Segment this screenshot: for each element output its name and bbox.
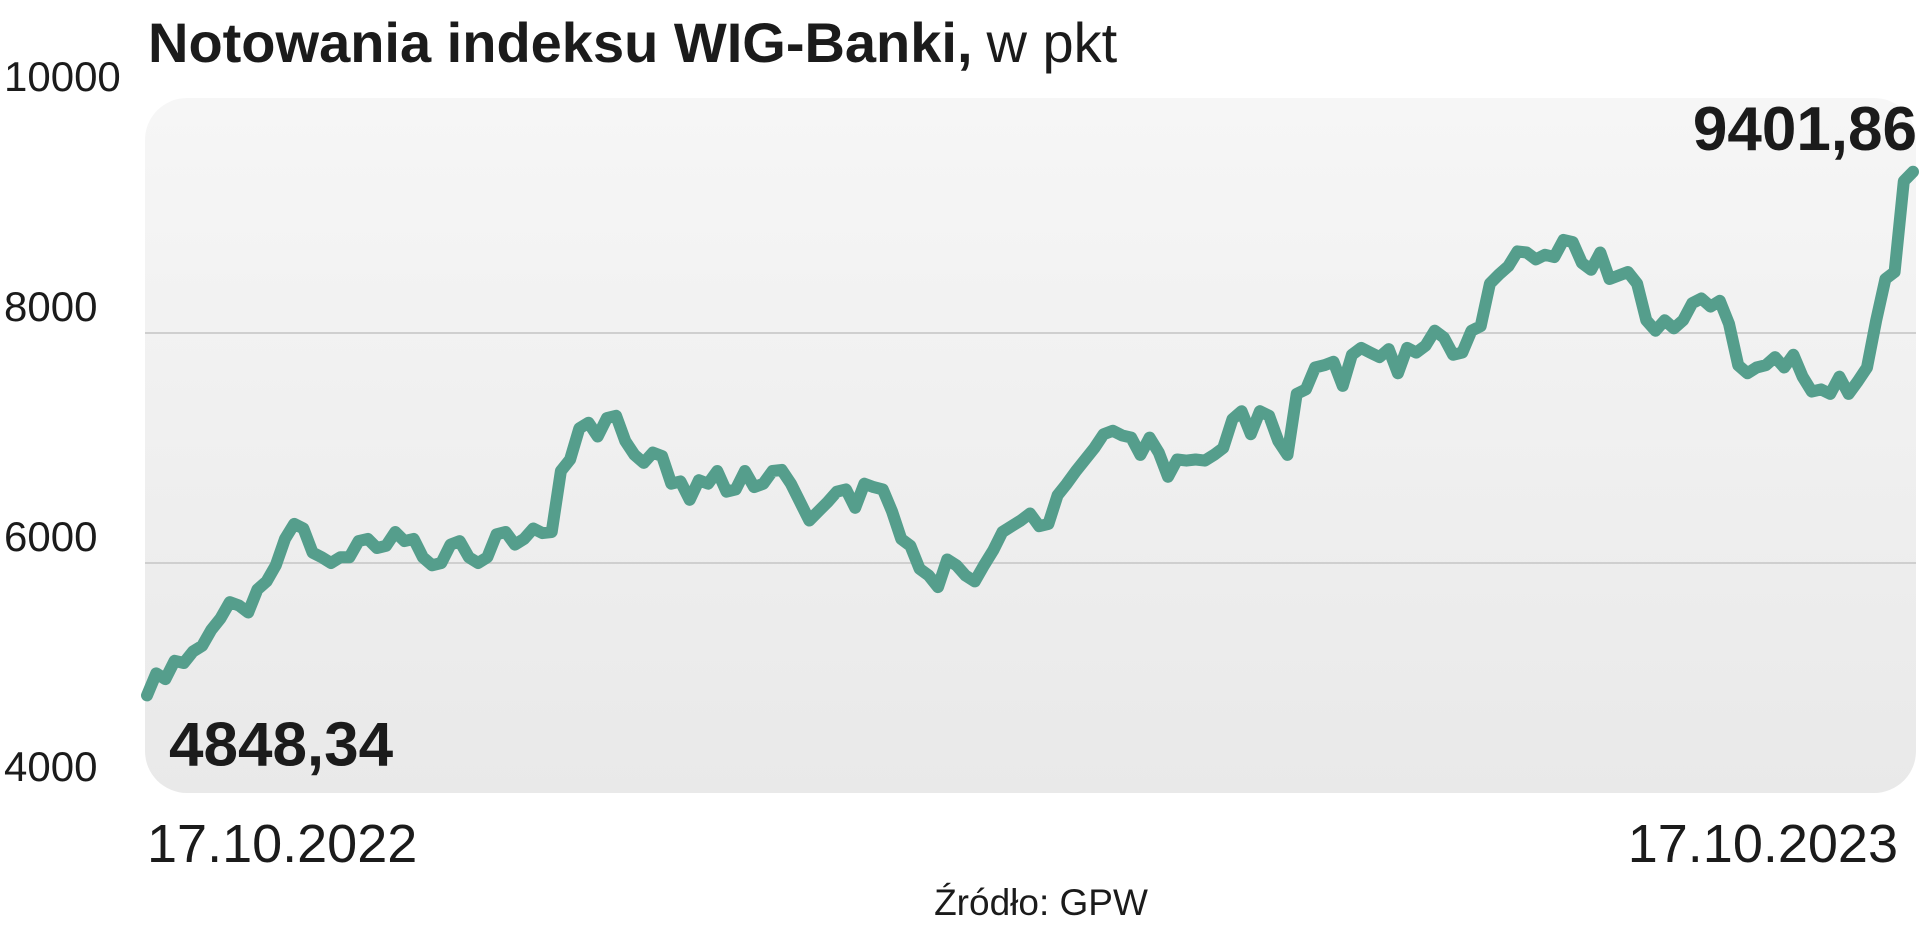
x-tick-label: 17.10.2023 [1628, 814, 1898, 874]
y-tick-label: 8000 [4, 283, 97, 330]
value-label: 4848,34 [169, 710, 394, 779]
y-tick-label: 6000 [4, 513, 97, 560]
y-tick-label: 4000 [4, 743, 97, 790]
chart-title: Notowania indeksu WIG-Banki, w pkt [148, 11, 1118, 74]
data-line [141, 165, 1919, 702]
title-unit: w pkt [986, 11, 1118, 74]
plot-area [145, 98, 1916, 793]
source: Źródło: GPW [934, 882, 1148, 923]
title-main: Notowania indeksu WIG-Banki, [148, 11, 973, 74]
x-tick-label: 17.10.2022 [147, 814, 417, 874]
value-label: 9401,86 [1693, 95, 1917, 164]
y-tick-label: 10000 [4, 53, 121, 100]
